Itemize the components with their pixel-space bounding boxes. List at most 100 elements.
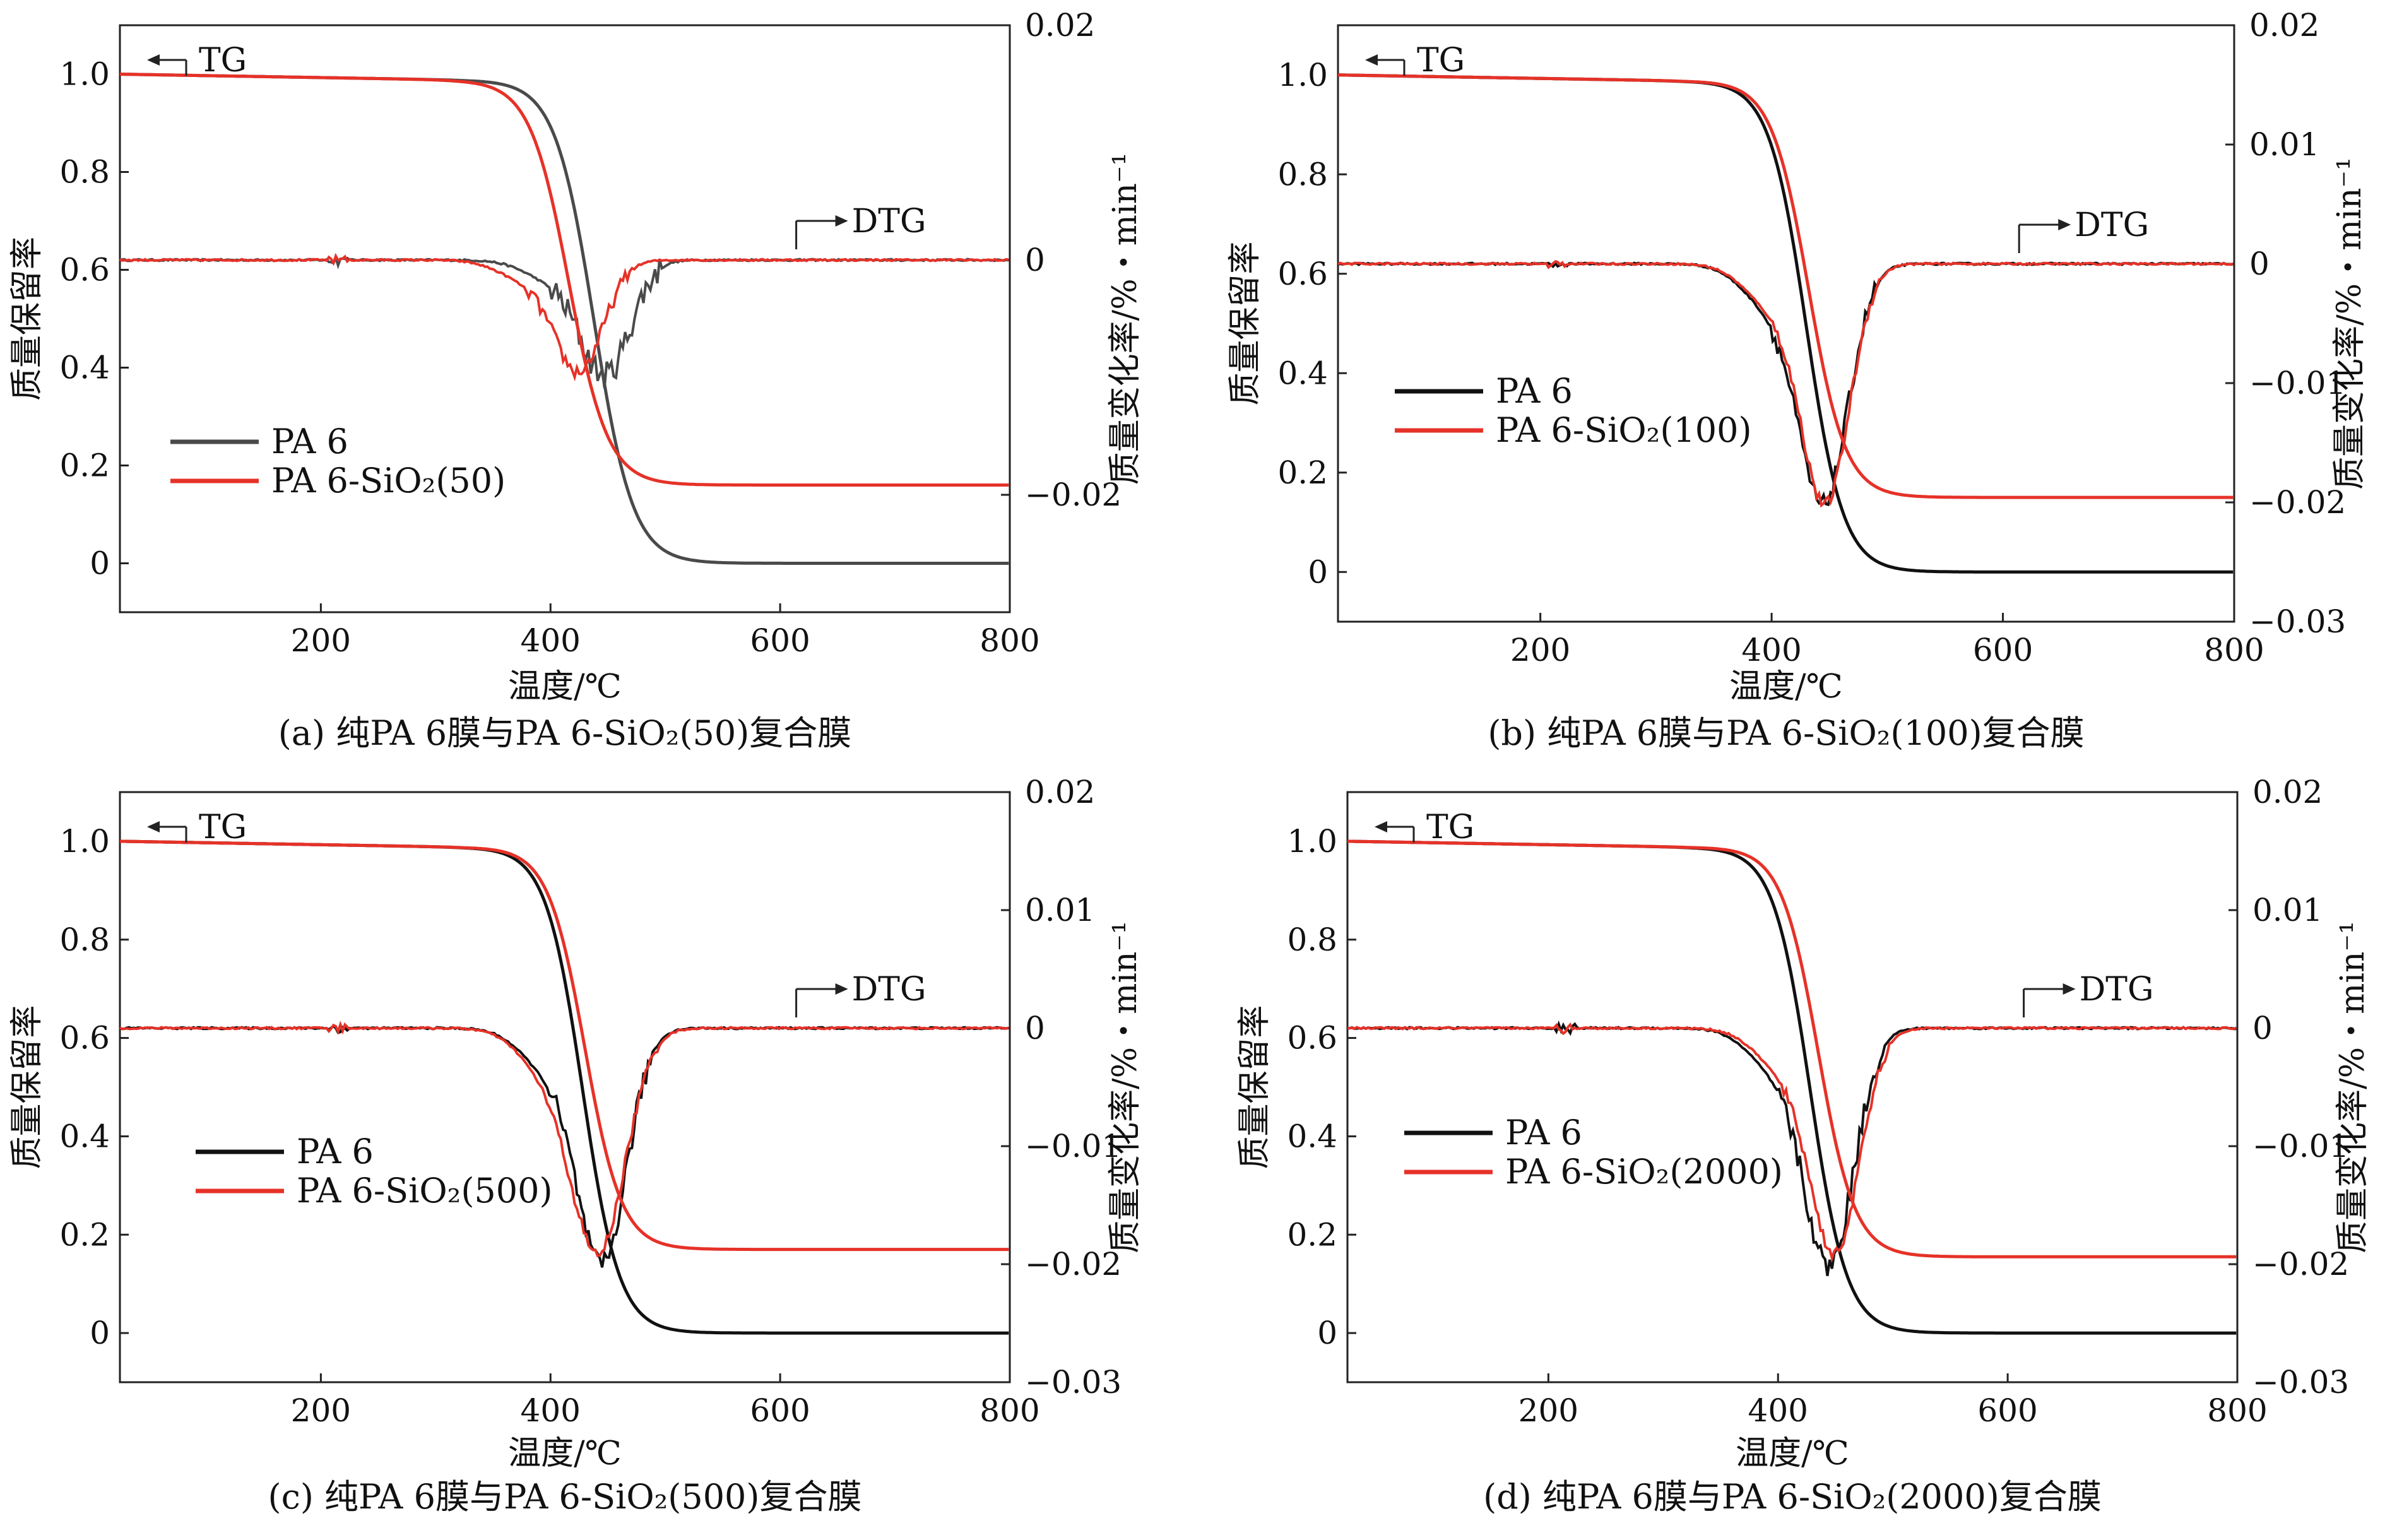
y-left-tick-label: 1.0 [1277,57,1328,93]
panel-caption: (b) 纯PA 6膜与PA 6-SiO₂(100)复合膜 [1488,713,2084,753]
y-right-tick-label: −0.02 [1025,477,1122,513]
legend-label-composite: PA 6-SiO₂(100) [1496,410,1752,450]
tg-arrow-head [147,54,160,66]
y-left-tick-label: 0.2 [59,447,110,484]
dtg-label: DTG [852,203,926,240]
x-tick-label: 200 [1518,1392,1578,1429]
panel-caption: (a) 纯PA 6膜与PA 6-SiO₂(50)复合膜 [278,713,852,753]
y-right-tick-label: 0.02 [2249,7,2319,44]
tg-arrow-head [1365,54,1378,66]
x-tick-label: 800 [2204,632,2264,668]
y-left-tick-label: 0.8 [1277,156,1328,192]
y-left-tick-label: 0 [1308,554,1328,590]
y-right-tick-label: 0.02 [2252,774,2323,810]
x-axis-label: 温度/℃ [508,1435,622,1472]
y-right-axis-label: 质量变化率/%・min⁻¹ [1106,153,1144,485]
x-tick-label: 400 [521,1392,581,1429]
y-left-tick-label: 0.6 [59,252,110,288]
x-tick-label: 600 [750,1392,810,1429]
dtg-arrow-head [2063,983,2076,995]
legend-label-pa6: PA 6 [297,1132,374,1171]
x-tick-label: 600 [750,622,810,659]
legend-label-pa6: PA 6 [1496,371,1573,411]
y-left-tick-label: 1.0 [59,56,110,93]
chart-panel-b: 200 400 600 800 0 0.2 0.4 0.6 0.8 1.0 0.02 0.01 0 −0.… [1226,7,2369,753]
y-right-axis-label: 质量变化率/%・min⁻¹ [1106,921,1144,1253]
y-right-tick-label: 0.02 [1025,7,1095,44]
tg-label: TG [1426,808,1474,846]
y-left-axis-label: 质量保留率 [1236,1005,1274,1169]
y-left-tick-label: 0.4 [59,1118,110,1154]
x-tick-label: 200 [291,1392,351,1429]
legend-label-composite: PA 6-SiO₂(500) [297,1171,553,1211]
tg-curve-composite [119,73,1009,487]
dtg-label: DTG [2080,971,2154,1009]
legend-label-composite: PA 6-SiO₂(50) [271,461,506,500]
x-tick-label: 800 [2207,1392,2267,1429]
x-tick-label: 600 [1973,632,2033,668]
tg-arrow-head [147,821,160,832]
tg-label: TG [199,808,247,846]
y-left-tick-label: 0 [90,545,110,582]
y-left-axis-label: 质量保留率 [8,1005,46,1169]
y-right-tick-label: −0.01 [2252,1128,2349,1164]
chart-panel-d: 200 400 600 800 0 0.2 0.4 0.6 0.8 1.0 0.02 0.01 0 −0.… [1236,774,2372,1517]
plot-frame [119,791,1011,1383]
y-left-axis-label: 质量保留率 [8,237,46,401]
dtg-arrow-head [835,215,848,227]
x-axis-label: 温度/℃ [508,668,622,706]
y-left-tick-label: 0.4 [1287,1118,1337,1154]
plot-frame [119,24,1011,613]
chart-panel-a: 200 400 600 800 0 0.2 0.4 0.6 0.8 1.0 0.02 0 −0.02 温度… [8,7,1144,753]
dtg-curve-composite [119,1021,1009,1257]
y-right-tick-label: 0.02 [1025,774,1095,810]
chart-panel-c: 200 400 600 800 0 0.2 0.4 0.6 0.8 1.0 0.02 0.01 0 −0.… [8,774,1144,1517]
y-left-tick-label: 0.6 [59,1020,110,1057]
tg-label: TG [199,42,247,80]
y-left-tick-label: 0.2 [59,1216,110,1253]
x-axis-label: 温度/℃ [1736,1435,1849,1472]
x-tick-label: 200 [1510,632,1570,668]
dtg-curve-composite [119,252,1009,382]
y-right-tick-label: −0.03 [2249,603,2346,640]
y-left-tick-label: 0.8 [59,154,110,191]
y-right-tick-label: 0 [1025,1010,1045,1046]
panel-caption: (d) 纯PA 6膜与PA 6-SiO₂(2000)复合膜 [1483,1477,2102,1517]
tg-arrow-head [1375,821,1387,832]
dtg-arrow-head [2058,219,2071,230]
dtg-label: DTG [852,971,926,1009]
tg-curve-composite [1347,839,2237,1259]
y-left-tick-label: 0.4 [59,350,110,386]
y-right-axis-label: 质量变化率/%・min⁻¹ [2331,157,2369,490]
dtg-curve-composite [1337,259,2234,508]
y-right-tick-label: 0.01 [2252,892,2323,928]
y-right-tick-label: −0.02 [2252,1246,2349,1282]
legend-label-pa6: PA 6 [271,422,348,461]
legend-label-pa6: PA 6 [1505,1113,1582,1152]
y-left-tick-label: 0.6 [1287,1020,1337,1057]
x-axis-label: 温度/℃ [1729,668,1843,706]
y-right-tick-label: −0.02 [2249,484,2346,521]
y-right-tick-label: −0.01 [1025,1128,1122,1164]
tg-curve-composite [119,839,1009,1252]
y-left-tick-label: 0 [90,1315,110,1351]
plot-frame [1346,791,2239,1383]
y-right-tick-label: 0.01 [1025,892,1095,928]
tg-curve-composite [1338,73,2234,499]
panel-caption: (c) 纯PA 6膜与PA 6-SiO₂(500)复合膜 [268,1477,862,1517]
y-right-tick-label: 0.01 [2249,126,2319,163]
plot-frame [1337,24,2235,623]
y-left-tick-label: 0.4 [1277,355,1328,391]
y-left-axis-label: 质量保留率 [1226,241,1264,405]
x-tick-label: 200 [291,622,351,659]
y-left-tick-label: 0 [1317,1315,1337,1351]
y-left-tick-label: 1.0 [1287,823,1337,860]
y-left-tick-label: 0.6 [1277,256,1328,292]
x-tick-label: 800 [980,622,1039,659]
y-right-tick-label: −0.03 [2252,1364,2349,1401]
y-right-tick-label: −0.01 [2249,365,2346,401]
y-left-tick-label: 0.2 [1287,1216,1337,1253]
y-left-tick-label: 0.2 [1277,454,1328,491]
